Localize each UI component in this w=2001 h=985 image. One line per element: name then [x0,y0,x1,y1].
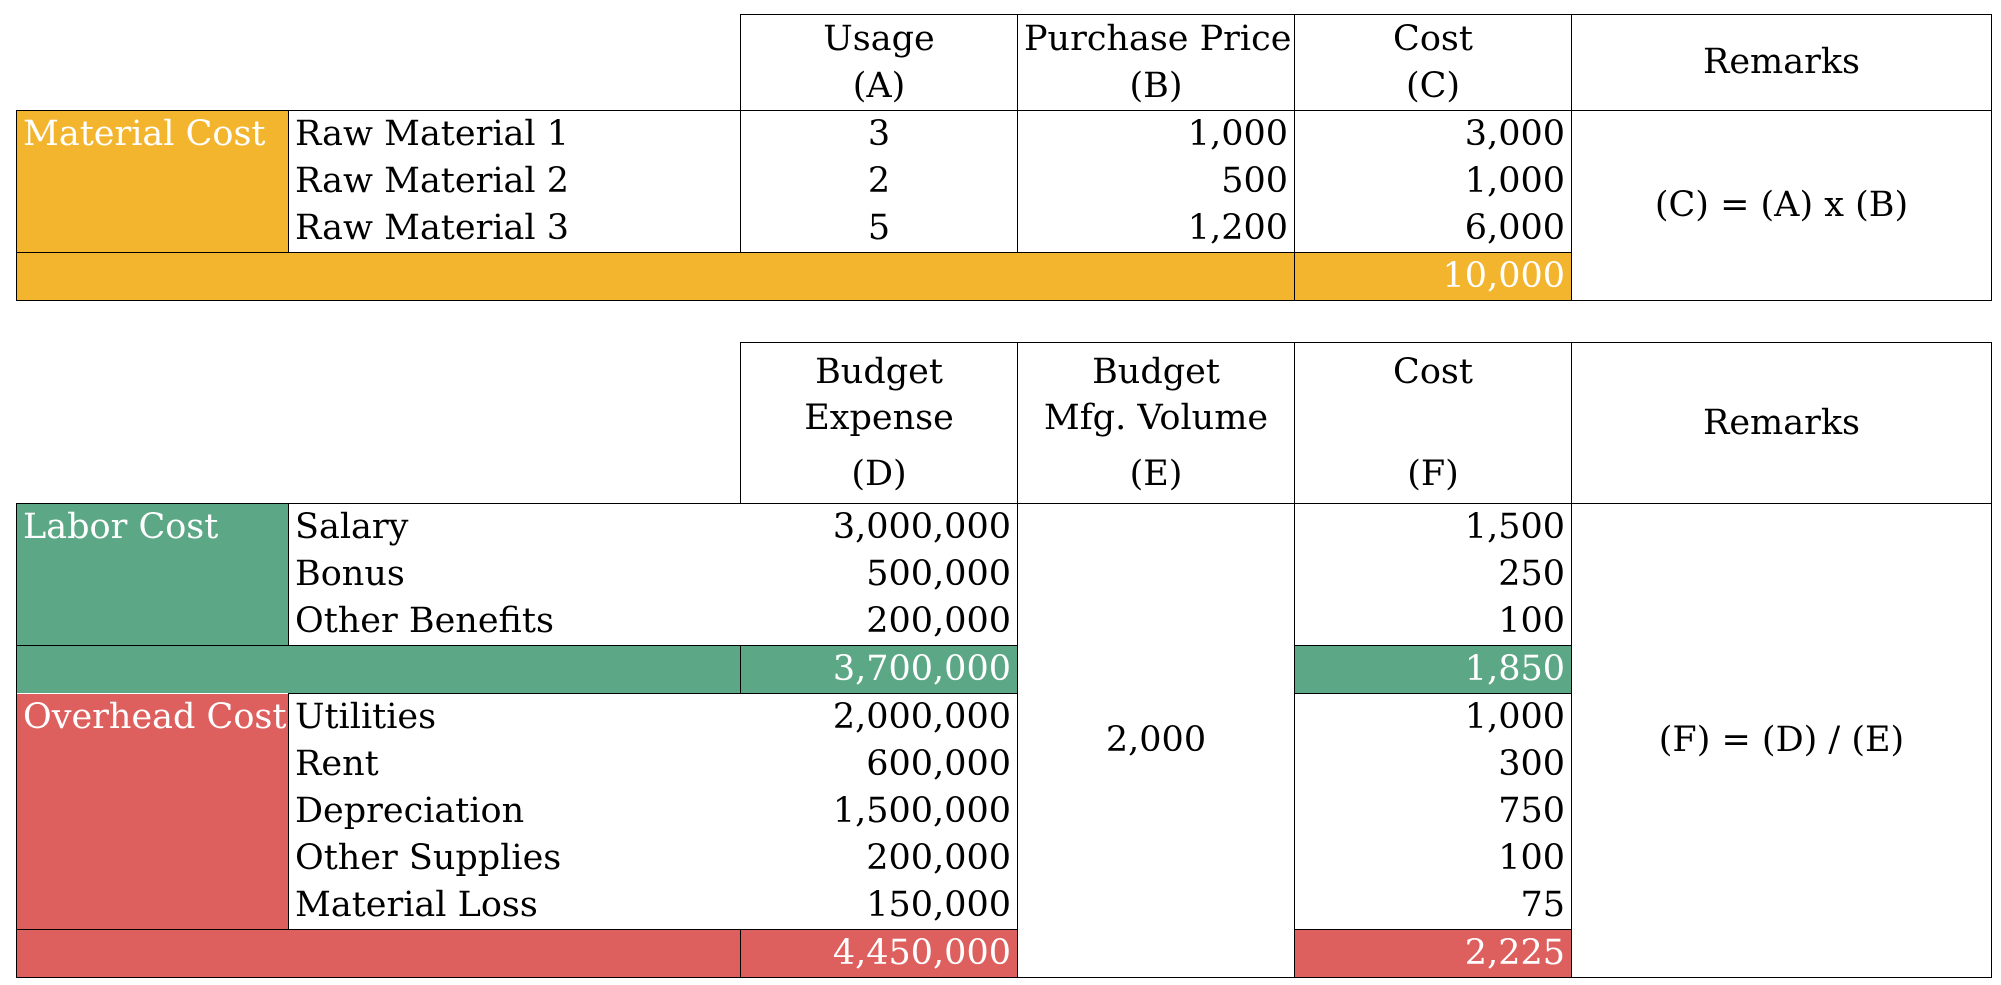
labor-total-band [16,645,741,694]
usage-value: 5 [740,205,1018,253]
usage-header: Usage (A) [740,14,1018,111]
mfg-volume-value: 2,000 [1017,503,1295,978]
price-value: 1,200 [1017,205,1295,253]
budget-expense-header: Budget Expense (D) [740,342,1018,504]
material-cost-category: Material Cost [16,110,289,253]
cost-value: 3,000 [1294,110,1572,158]
purchase-price-header: Purchase Price (B) [1017,14,1295,111]
cost-f-value: 250 [1294,551,1572,598]
expense-value: 1,500,000 [832,791,1011,831]
overhead-item-label: Rent [288,741,741,788]
raw-material-label: Raw Material 3 [288,205,741,253]
raw-material-label: Raw Material 1 [288,110,741,158]
material-total-cost: 10,000 [1294,252,1572,301]
budget-volume-header: Budget Mfg. Volume (E) [1017,342,1295,504]
expense-value: 500,000 [866,554,1011,594]
labor-cost-category: Labor Cost [16,503,289,646]
overhead-total-cost: 2,225 [1294,929,1572,978]
empty-header-cell [17,15,289,111]
cost-f-value: 300 [1294,741,1572,788]
remarks-header: Remarks [1571,14,1992,111]
remarks-header: Remarks [1571,342,1992,504]
price-value: 500 [1017,158,1295,205]
raw-material-label: Raw Material 2 [288,158,741,205]
expense-value: 200,000 [866,838,1011,878]
overhead-cost-category: Overhead Cost [16,693,289,930]
price-value: 1,000 [1017,110,1295,158]
cost-f-value: 1,000 [1294,693,1572,741]
overhead-total-expense: 4,450,000 [740,929,1018,978]
material-cost-table: Usage (A) Purchase Price (B) Cost (C) Remar… [16,14,1992,301]
cost-f-value: 75 [1294,882,1572,930]
labor-item-label: Salary [288,503,741,551]
empty-header-cell [289,15,741,111]
labor-total-expense: 3,700,000 [740,645,1018,694]
usage-value: 3 [740,110,1018,158]
cost-value: 6,000 [1294,205,1572,253]
cost-f-value: 1,500 [1294,503,1572,551]
overhead-item-label: Material Loss [288,882,741,930]
overhead-item-label: Utilities [288,693,741,741]
cost-f-value: 750 [1294,788,1572,835]
empty-header-cell [17,343,289,504]
cost-f-header: Cost (F) [1294,342,1572,504]
expense-value: 2,000,000 [832,697,1011,737]
expense-value: 200,000 [866,601,1011,641]
material-total-band [16,252,1295,301]
usage-value: 2 [740,158,1018,205]
labor-item-label: Other Benefits [288,598,741,646]
expense-value: 150,000 [866,885,1011,925]
labor-item-label: Bonus [288,551,741,598]
budget-cost-table: Budget Expense (D) Budget Mfg. Volume (E) … [16,342,1992,978]
expense-value: 3,000,000 [740,503,1018,551]
overhead-item-label: Other Supplies [288,835,741,882]
cost-f-value: 100 [1294,835,1572,882]
cost-header: Cost (C) [1294,14,1572,111]
expense-value: 600,000 [866,744,1011,784]
cost-f-value: 100 [1294,598,1572,646]
budget-remark: (F) = (D) / (E) [1571,503,1992,978]
overhead-item-label: Depreciation [288,788,741,835]
cost-value: 1,000 [1294,158,1572,205]
material-remark: (C) = (A) x (B) [1571,110,1992,301]
overhead-total-band [16,929,741,978]
labor-total-cost: 1,850 [1294,645,1572,694]
empty-header-cell [289,343,741,504]
